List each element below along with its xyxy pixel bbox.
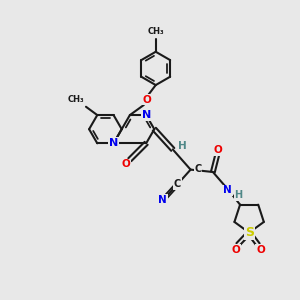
Text: N: N (223, 185, 232, 195)
Text: O: O (143, 94, 152, 105)
Text: H: H (234, 190, 242, 200)
Text: N: N (158, 195, 167, 205)
Text: CH₃: CH₃ (147, 27, 164, 36)
Text: S: S (244, 226, 253, 239)
Text: O: O (256, 245, 265, 255)
Text: N: N (109, 138, 118, 148)
Text: O: O (214, 145, 223, 155)
Text: N: N (142, 110, 151, 120)
Text: C: C (174, 179, 181, 189)
Text: O: O (122, 159, 130, 170)
Text: CH₃: CH₃ (68, 95, 85, 104)
Text: H: H (178, 141, 187, 152)
Text: O: O (231, 245, 240, 255)
Text: C: C (195, 164, 202, 174)
